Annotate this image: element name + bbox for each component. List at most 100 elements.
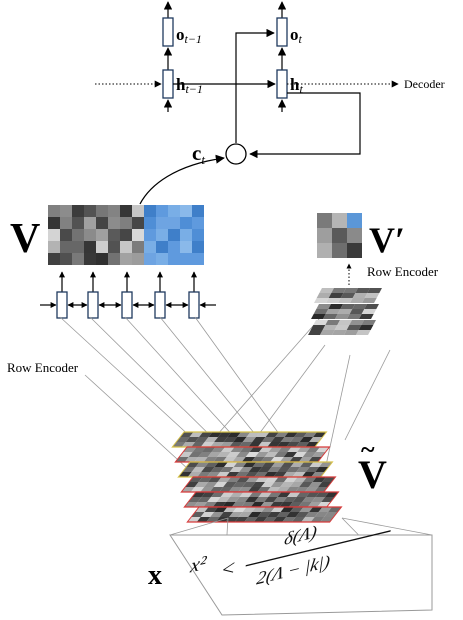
v-tilde-cell bbox=[277, 467, 291, 472]
v-tilde-cell bbox=[211, 447, 225, 452]
v-tilde-cell bbox=[203, 457, 218, 462]
v-grid-cell bbox=[84, 241, 96, 253]
v-tilde-cell bbox=[206, 517, 220, 522]
v-tilde-cell bbox=[295, 487, 309, 492]
v-tilde-cell bbox=[295, 512, 310, 517]
v-tilde-cell bbox=[249, 492, 263, 497]
v-grid-cell bbox=[48, 205, 60, 217]
v-grid-cell bbox=[60, 241, 72, 253]
v-tilde-cell bbox=[265, 432, 279, 437]
v-tilde-cell bbox=[268, 447, 282, 452]
v-tilde-cell bbox=[184, 457, 199, 462]
pooled-cell bbox=[352, 293, 368, 298]
row-encoder-cell bbox=[188, 291, 200, 319]
v-tilde-cell bbox=[209, 487, 224, 492]
v-grid-cell bbox=[96, 241, 108, 253]
v-grid-cell bbox=[84, 253, 96, 265]
pooled-cell bbox=[313, 320, 328, 325]
v-grid-cell bbox=[180, 253, 192, 265]
v-tilde-cell bbox=[311, 497, 326, 502]
v-tilde-cell bbox=[251, 482, 266, 487]
v-grid-cell bbox=[132, 241, 144, 253]
v-tilde-cell bbox=[219, 442, 234, 447]
v-tilde-cell bbox=[306, 492, 320, 497]
v-tilde-cell bbox=[221, 447, 235, 452]
pooled-cell bbox=[340, 293, 356, 298]
v-tilde-cell bbox=[248, 512, 262, 517]
v-tilde-cell bbox=[246, 477, 260, 482]
pooled-cell bbox=[320, 330, 335, 335]
pooled-cell bbox=[316, 304, 331, 309]
v-tilde-cell bbox=[302, 452, 317, 457]
v-tilde-cell bbox=[287, 492, 301, 497]
v-grid-cell bbox=[168, 241, 180, 253]
v-grid-cell bbox=[156, 229, 168, 241]
v-tilde-cell bbox=[235, 497, 250, 502]
pooled-cell bbox=[352, 304, 367, 309]
v-tilde-cell bbox=[272, 517, 287, 522]
v-tilde-cell bbox=[244, 472, 259, 477]
v-tilde-layer bbox=[186, 506, 343, 523]
v-prime-cell bbox=[332, 228, 347, 243]
v-tilde-cell bbox=[257, 512, 272, 517]
v-tilde-cell bbox=[292, 497, 307, 502]
v-prime-cell bbox=[347, 213, 362, 228]
v-grid-cell bbox=[192, 205, 204, 217]
v-tilde-cell bbox=[287, 447, 301, 452]
pooled-layer bbox=[314, 288, 382, 303]
output-cell-prev bbox=[162, 17, 174, 47]
v-tilde-cell bbox=[223, 482, 237, 487]
v-tilde-cell bbox=[295, 442, 310, 447]
v-grid-cell bbox=[156, 241, 168, 253]
v-tilde-cell bbox=[204, 482, 218, 487]
pooled-cell bbox=[359, 314, 374, 319]
v-tilde-cell bbox=[273, 497, 288, 502]
v-tilde-layer bbox=[183, 491, 340, 508]
v-tilde-cell bbox=[202, 447, 216, 452]
v-tilde-cell bbox=[223, 437, 238, 442]
pooled-cell bbox=[314, 298, 329, 303]
v-tilde-cell bbox=[279, 457, 294, 462]
output-prev-label: ot−1 bbox=[176, 25, 202, 46]
v-grid-cell bbox=[48, 217, 60, 229]
v-tilde-cell bbox=[197, 472, 211, 477]
v-grid-cell bbox=[180, 217, 192, 229]
v-grid-cell bbox=[144, 241, 156, 253]
v-tilde-cell bbox=[276, 442, 291, 447]
output-cur-label: ot bbox=[290, 25, 303, 46]
v-grid-cell bbox=[96, 205, 108, 217]
v-tilde-cell bbox=[298, 502, 312, 507]
v-tilde-cell bbox=[240, 447, 254, 452]
v-tilde-cell bbox=[281, 462, 295, 467]
v-tilde-cell bbox=[242, 437, 257, 442]
v-tilde-cell bbox=[233, 507, 247, 512]
hidden-cell-prev bbox=[162, 69, 174, 99]
v-tilde-cell bbox=[285, 487, 300, 492]
v-grid-cell bbox=[120, 253, 132, 265]
v-feature-grid bbox=[48, 205, 204, 265]
v-tilde-cell bbox=[216, 497, 231, 502]
pooled-cell bbox=[367, 288, 382, 293]
v-tilde-cell bbox=[194, 457, 208, 462]
v-tilde-cell bbox=[214, 507, 228, 512]
v-tilde-cell bbox=[258, 492, 272, 497]
v-tilde-cell bbox=[181, 442, 196, 447]
v-grid-cell bbox=[192, 217, 204, 229]
pooled-cell bbox=[328, 293, 344, 298]
v-tilde-cell bbox=[255, 477, 269, 482]
v-tilde-cell bbox=[309, 507, 323, 512]
pooled-cell bbox=[338, 298, 353, 303]
v-grid-cell bbox=[96, 229, 108, 241]
v-tilde-cell bbox=[288, 502, 303, 507]
v-grid-cell bbox=[72, 229, 84, 241]
v-grid-cell bbox=[96, 253, 108, 265]
v-tilde-cell bbox=[225, 472, 240, 477]
v-tilde-cell bbox=[259, 447, 273, 452]
v-grid-cell bbox=[132, 229, 144, 241]
v-grid-cell bbox=[168, 217, 180, 229]
v-tilde-cell bbox=[303, 432, 317, 437]
v-tilde-cell bbox=[230, 492, 244, 497]
v-grid-cell bbox=[84, 229, 96, 241]
v-tilde-accent: ~ bbox=[361, 435, 375, 464]
v-tilde-cell bbox=[207, 452, 222, 457]
